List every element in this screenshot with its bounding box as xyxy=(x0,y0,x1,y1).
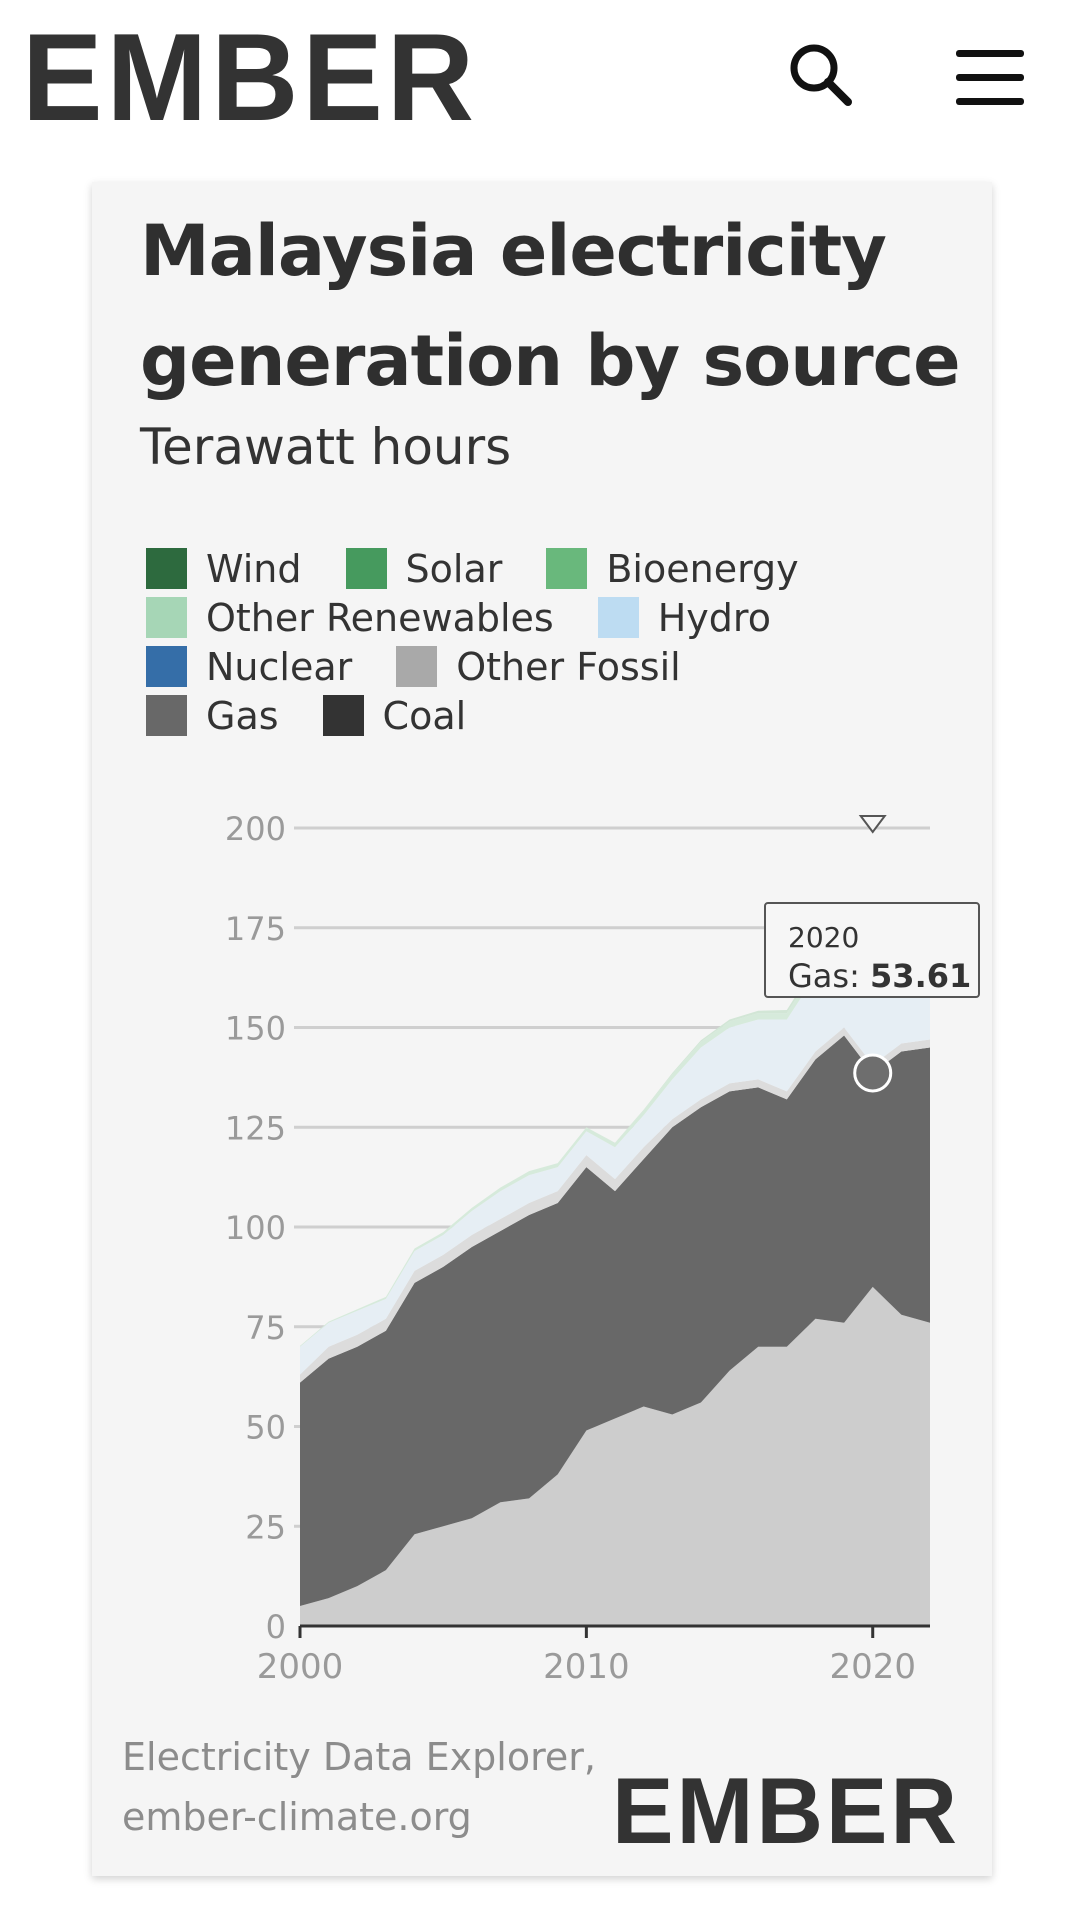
legend-swatch-nuclear xyxy=(146,646,187,687)
ember-footer-logo-text: EMBER xyxy=(612,1770,960,1846)
legend-swatch-wind xyxy=(146,548,187,589)
highlight-marker xyxy=(853,1053,893,1093)
chart-card: Malaysia electricity generation by sourc… xyxy=(92,182,992,1876)
y-tick-label: 200 xyxy=(225,810,286,848)
legend-swatch-other-fossil xyxy=(396,646,438,687)
tooltip-line: Gas: 53.61 xyxy=(788,956,978,996)
chart-source: Electricity Data Explorer, ember-climate… xyxy=(122,1727,596,1847)
chart-tooltip: 2020 Gas: 53.61 xyxy=(764,902,980,998)
tooltip-series-label: Gas: xyxy=(788,957,860,995)
tooltip-year: 2020 xyxy=(788,921,860,954)
legend-label-other-renewables: Other Renewables xyxy=(206,595,554,640)
y-tick-label: 0 xyxy=(266,1608,286,1646)
legend-item-wind[interactable]: Wind xyxy=(146,547,302,591)
chart-legend: Wind Solar Bioenergy Other Renewables Hy… xyxy=(146,544,966,740)
ember-footer-logo: EMBER xyxy=(612,1770,960,1846)
source-line1: Electricity Data Explorer, xyxy=(122,1735,596,1779)
legend-swatch-other-renewables xyxy=(146,597,187,638)
legend-item-other-renewables[interactable]: Other Renewables xyxy=(146,596,554,640)
stacked-area-chart[interactable]: 0 25 50 75 100 125 150 175 200 2000 2010 2020 xyxy=(92,182,992,1876)
search-button[interactable] xyxy=(782,36,862,116)
legend-row: Wind Solar Bioenergy xyxy=(146,544,966,593)
x-tick-label: 2010 xyxy=(543,1647,630,1687)
chart-title-line2: generation by source xyxy=(140,320,961,402)
chart-title-line1: Malaysia electricity xyxy=(140,210,887,292)
legend-item-hydro[interactable]: Hydro xyxy=(597,595,771,640)
legend-item-nuclear[interactable]: Nuclear xyxy=(146,645,352,689)
legend-item-other-fossil[interactable]: Other Fossil xyxy=(396,644,681,689)
legend-row: Gas Coal xyxy=(146,691,966,740)
y-tick-label: 75 xyxy=(245,1309,286,1347)
legend-swatch-coal xyxy=(322,695,364,736)
ember-logo[interactable]: EMBER xyxy=(22,24,482,124)
hamburger-menu-icon xyxy=(956,50,1024,105)
area-hydro xyxy=(300,931,930,1375)
legend-swatch-solar xyxy=(345,548,387,589)
source-link[interactable]: ember-climate.org xyxy=(122,1795,472,1839)
top-navigation-bar: EMBER xyxy=(0,0,1080,150)
x-tick-label: 2000 xyxy=(257,1647,344,1687)
search-icon xyxy=(790,44,852,106)
y-tick-label: 175 xyxy=(225,910,286,948)
legend-swatch-bioenergy xyxy=(546,548,588,589)
legend-item-bioenergy[interactable]: Bioenergy xyxy=(546,546,799,591)
y-tick-label: 125 xyxy=(225,1109,286,1147)
chart-subtitle: Terawatt hours xyxy=(140,418,512,476)
menu-button[interactable] xyxy=(950,40,1030,120)
tooltip-value: 53.61 xyxy=(870,957,972,995)
legend-swatch-gas xyxy=(146,695,187,736)
legend-item-solar[interactable]: Solar xyxy=(345,546,503,591)
y-tick-label: 50 xyxy=(245,1409,286,1447)
legend-label-hydro: Hydro xyxy=(657,595,771,640)
area-gas xyxy=(300,1035,930,1607)
legend-label-coal: Coal xyxy=(382,693,467,738)
legend-label-wind: Wind xyxy=(206,546,302,591)
legend-row: Nuclear Other Fossil xyxy=(146,642,966,691)
tooltip-pointer xyxy=(858,815,887,834)
y-tick-label: 100 xyxy=(225,1209,286,1247)
y-tick-label: 150 xyxy=(225,1010,286,1048)
y-tick-label: 25 xyxy=(245,1508,286,1546)
legend-label-gas: Gas xyxy=(206,693,279,738)
chart-title: Malaysia electricity generation by sourc… xyxy=(140,196,961,416)
legend-item-gas[interactable]: Gas xyxy=(146,694,279,738)
area-coal xyxy=(300,1286,930,1626)
legend-label-bioenergy: Bioenergy xyxy=(606,546,799,591)
legend-item-coal[interactable]: Coal xyxy=(322,693,467,738)
legend-label-nuclear: Nuclear xyxy=(206,644,353,689)
ember-logo-text: EMBER xyxy=(22,24,478,124)
legend-row: Other Renewables Hydro xyxy=(146,593,966,642)
legend-label-solar: Solar xyxy=(405,546,503,591)
x-tick-label: 2020 xyxy=(829,1647,916,1687)
legend-label-other-fossil: Other Fossil xyxy=(456,644,681,689)
legend-swatch-hydro xyxy=(597,597,639,638)
